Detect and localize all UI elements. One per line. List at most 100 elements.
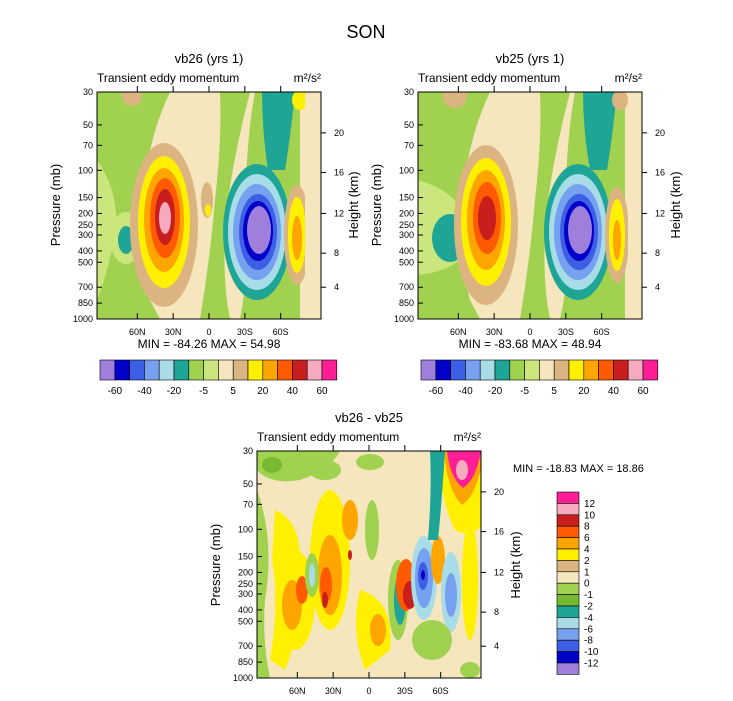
colorbar-label: -10 [584, 647, 599, 658]
colorbar-swatch [556, 662, 580, 675]
colorbar: -60 -40 -20 -5 5 20 40 60 [420, 359, 659, 397]
y-tick-label: 70 [83, 140, 93, 150]
colorbar-swatch [144, 359, 160, 381]
units-label: m²/s² [615, 71, 642, 85]
y-tick-label: 1000 [73, 314, 93, 324]
colorbar-label: 40 [287, 386, 299, 397]
colorbar-label: -6 [584, 624, 593, 635]
field-region [122, 92, 142, 106]
colorbar-label: 0 [584, 579, 590, 590]
panel-title: vb25 (yrs 1) [496, 51, 565, 66]
colorbar-swatch [277, 359, 293, 381]
min-max-stats: MIN = -84.26 MAX = 54.98 [138, 337, 281, 351]
left-string: Transient eddy momentum [97, 71, 239, 85]
colorbar-swatch [114, 359, 130, 381]
field-region [462, 520, 478, 640]
y-right-tick-label: 8 [494, 607, 499, 617]
colorbar-label: -2 [584, 602, 593, 613]
colorbar-label: 60 [316, 386, 328, 397]
field-region [460, 662, 480, 678]
y-axis-label: Pressure (mb) [369, 164, 384, 246]
y-tick-label: 250 [399, 220, 414, 230]
y-tick-label: 50 [404, 120, 414, 130]
x-tick-label: 30S [237, 327, 253, 337]
y-tick-label: 100 [78, 165, 93, 175]
colorbar: -60 -40 -20 -5 5 20 40 60 [99, 359, 338, 397]
field-region [305, 92, 321, 319]
colorbar-swatch [450, 359, 466, 381]
field-region [118, 226, 134, 254]
y-tick-label: 500 [238, 616, 253, 626]
colorbar-label: -4 [584, 613, 593, 624]
field-region [262, 457, 282, 473]
colorbar-label: 40 [608, 386, 620, 397]
contour-field [257, 451, 481, 678]
field-region [342, 500, 358, 540]
y-tick-label: 150 [78, 193, 93, 203]
y-axis-label: Pressure (mb) [48, 164, 63, 246]
colorbar-swatch [321, 359, 338, 381]
left-string: Transient eddy momentum [257, 430, 399, 444]
y-tick-label: 100 [399, 165, 414, 175]
panel-vb26: vb26 (yrs 1) Transient eddy momentum m²/… [48, 51, 361, 397]
colorbar-swatch [509, 359, 525, 381]
field-region [568, 206, 592, 254]
colorbar-swatch [188, 359, 204, 381]
y-tick-label: 30 [243, 446, 253, 456]
colorbar-swatch [494, 359, 511, 381]
y-tick-label: 30 [83, 87, 93, 97]
field-region [322, 592, 328, 608]
field-region [320, 567, 332, 603]
y-tick-label: 400 [238, 605, 253, 615]
y-tick-label: 400 [78, 246, 93, 256]
panel-vb25: vb25 (yrs 1) Transient eddy momentum m²/… [369, 51, 683, 397]
colorbar-swatch [627, 359, 644, 381]
y-tick-label: 30 [404, 87, 414, 97]
colorbar-swatch [306, 359, 323, 381]
colorbar-label: -20 [488, 386, 503, 397]
colorbar-swatch [420, 359, 437, 381]
y-right-tick-label: 12 [655, 208, 665, 218]
colorbar-label: 2 [584, 556, 590, 567]
y-tick-label: 850 [238, 657, 253, 667]
y-tick-label: 700 [238, 641, 253, 651]
field-region [97, 160, 117, 300]
y-axis-label-right: Height (km) [508, 531, 523, 598]
field-region [456, 460, 468, 480]
colorbar-swatch [568, 359, 585, 381]
y-tick-label: 1000 [233, 673, 253, 683]
y-axis-label-right: Height (km) [346, 171, 361, 238]
field-region [412, 620, 452, 660]
colorbar-swatch [556, 491, 580, 504]
y-tick-label: 250 [238, 579, 253, 589]
field-region [478, 196, 496, 240]
colorbar-swatch [556, 605, 580, 618]
y-tick-label: 400 [399, 246, 414, 256]
contour-field [97, 92, 321, 319]
figure-title: SON [346, 22, 385, 42]
x-tick-label: 0 [527, 327, 532, 337]
colorbar-label: -1 [584, 590, 593, 601]
colorbar-swatch [435, 359, 451, 381]
colorbar-label: -8 [584, 636, 593, 647]
min-max-stats: MIN = -83.68 MAX = 48.94 [459, 337, 602, 351]
field-region [583, 92, 617, 170]
field-region [296, 576, 308, 604]
field-region [443, 92, 467, 108]
colorbar-swatch [642, 359, 659, 381]
y-tick-label: 700 [399, 282, 414, 292]
min-max-stats: MIN = -18.83 MAX = 18.86 [513, 463, 644, 475]
y-tick-label: 200 [78, 208, 93, 218]
colorbar-label: 1 [584, 567, 590, 578]
colorbar-label: -5 [199, 386, 208, 397]
y-tick-label: 70 [404, 140, 414, 150]
field-region [613, 220, 621, 260]
y-right-tick-label: 8 [655, 248, 660, 258]
field-region [309, 460, 341, 480]
colorbar-swatch [247, 359, 264, 381]
x-tick-label: 60N [450, 327, 467, 337]
x-tick-label: 30N [325, 686, 342, 696]
